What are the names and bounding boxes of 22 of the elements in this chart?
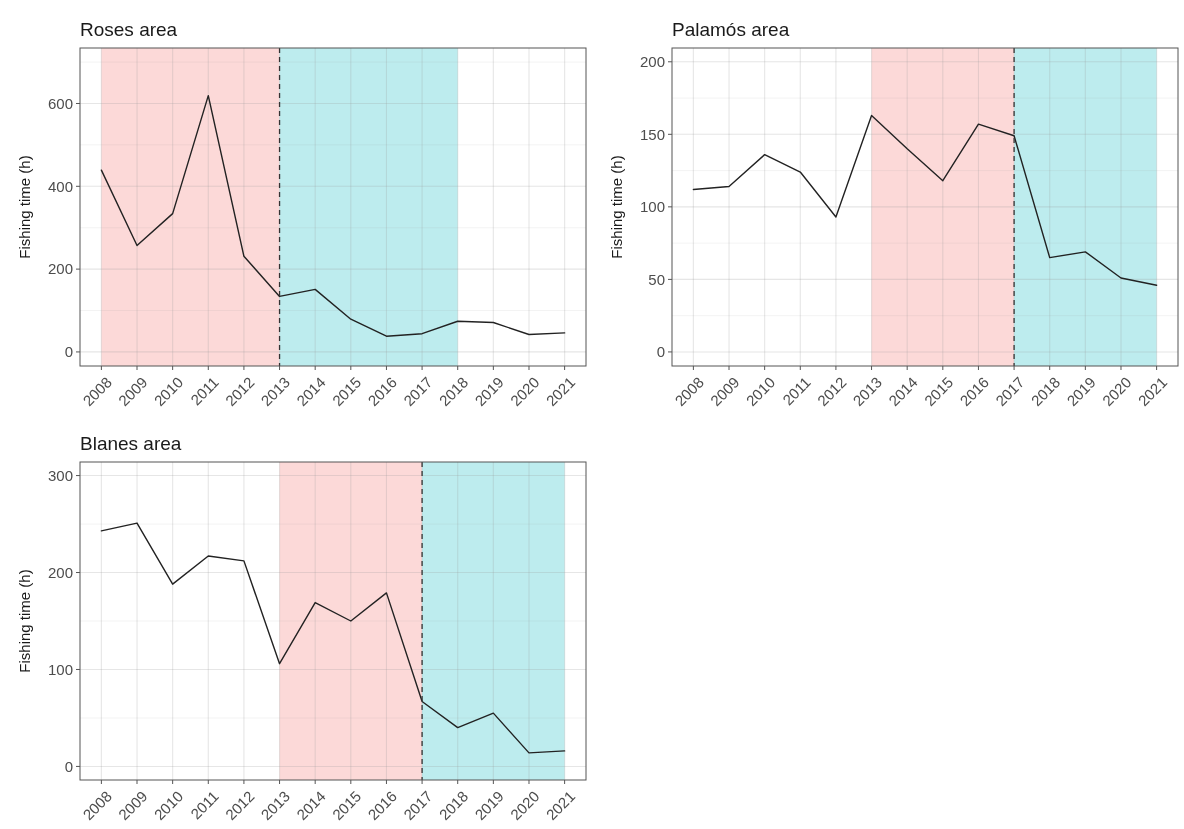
y-tick-label: 300 (47, 466, 73, 484)
y-tick-label: 150 (639, 125, 665, 143)
y-tick-label: 200 (47, 260, 73, 278)
chart-title: Palamós area (672, 19, 790, 40)
line-series (692, 114, 1158, 286)
line-series (100, 94, 566, 337)
chart-title: Blanes area (80, 433, 182, 454)
y-tick-label: 0 (656, 343, 665, 361)
y-tick-label: 200 (639, 53, 665, 71)
y-tick-label: 200 (47, 563, 73, 581)
chart-title: Roses area (80, 19, 178, 40)
line-series (100, 522, 566, 754)
y-tick-label: 100 (47, 660, 73, 678)
y-tick-label: 50 (648, 270, 665, 288)
y-axis-title: Fishing time (h) (16, 155, 33, 259)
y-tick-label: 600 (47, 94, 73, 112)
y-axis-title: Fishing time (h) (16, 569, 33, 673)
y-tick-label: 0 (64, 757, 73, 775)
y-tick-label: 100 (639, 198, 665, 216)
y-tick-label: 400 (47, 177, 73, 195)
y-tick-label: 0 (64, 343, 73, 361)
y-axis-title: Fishing time (h) (608, 155, 625, 259)
